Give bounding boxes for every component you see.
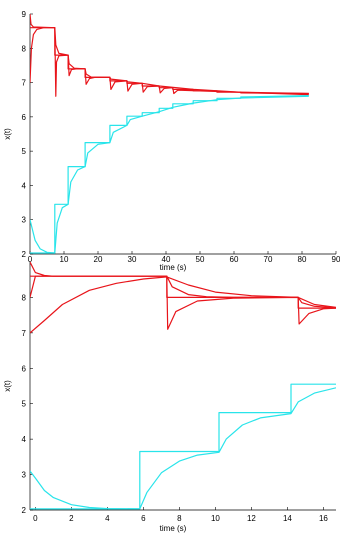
series-line-red-smooth: [30, 13, 309, 95]
y-tick-label: 4: [22, 181, 27, 190]
y-tick-label: 7: [22, 329, 27, 338]
x-tick-label: 0: [28, 255, 33, 264]
x-tick-label: 50: [196, 255, 205, 264]
y-tick-label: 4: [22, 435, 27, 444]
series-line-cyan-step: [30, 383, 336, 510]
x-tick-label: 70: [264, 255, 273, 264]
x-tick-label: 40: [162, 255, 171, 264]
x-axis-title: time (s): [160, 263, 187, 272]
x-tick-label: 10: [211, 514, 220, 523]
x-tick-label: 0: [33, 514, 38, 523]
series-line-cyan-step: [30, 95, 309, 254]
y-tick-label: 8: [22, 293, 27, 302]
series-line-red-smooth: [30, 27, 309, 97]
chart-1: 0 10 20 30 40 50 60 70 80 90 2 3 4 5 6 7 8 9 time (s) x(t): [3, 10, 340, 272]
y-tick-label: 5: [22, 400, 27, 409]
x-tick-label: 4: [105, 514, 110, 523]
y-axis-title: x(t): [3, 128, 12, 140]
series-line-red-smooth: [30, 275, 336, 330]
y-tick-label: 5: [22, 147, 27, 156]
y-tick-label: 9: [22, 10, 27, 19]
x-tick-label: 8: [177, 514, 182, 523]
x-tick-label: 30: [128, 255, 137, 264]
series-line-cyan-smooth: [30, 95, 309, 254]
series-line-red-step: [30, 27, 309, 95]
y-tick-label: 8: [22, 44, 27, 53]
y-tick-label: 3: [22, 216, 27, 225]
x-tick-label: 80: [298, 255, 307, 264]
series-line-red-smooth: [30, 261, 336, 309]
y-tick-label: 6: [22, 364, 27, 373]
y-tick-label: 2: [22, 250, 27, 259]
y-tick-label: 7: [22, 79, 27, 88]
x-tick-label: 12: [247, 514, 256, 523]
x-tick-label: 90: [332, 255, 340, 264]
y-axis-title: x(t): [3, 380, 12, 392]
x-tick-label: 2: [69, 514, 74, 523]
y-tick-label: 6: [22, 113, 27, 122]
series-line-red-smooth: [30, 276, 336, 334]
y-tick-label: 3: [22, 471, 27, 480]
x-tick-label: 10: [60, 255, 69, 264]
x-tick-label: 6: [141, 514, 146, 523]
x-tick-label: 60: [230, 255, 239, 264]
x-axis-title: time (s): [160, 524, 187, 533]
x-tick-label: 16: [319, 514, 328, 523]
series-line-cyan-smooth: [30, 387, 336, 510]
x-tick-label: 14: [283, 514, 292, 523]
x-tick-label: 20: [94, 255, 103, 264]
y-tick-label: 2: [22, 506, 27, 515]
